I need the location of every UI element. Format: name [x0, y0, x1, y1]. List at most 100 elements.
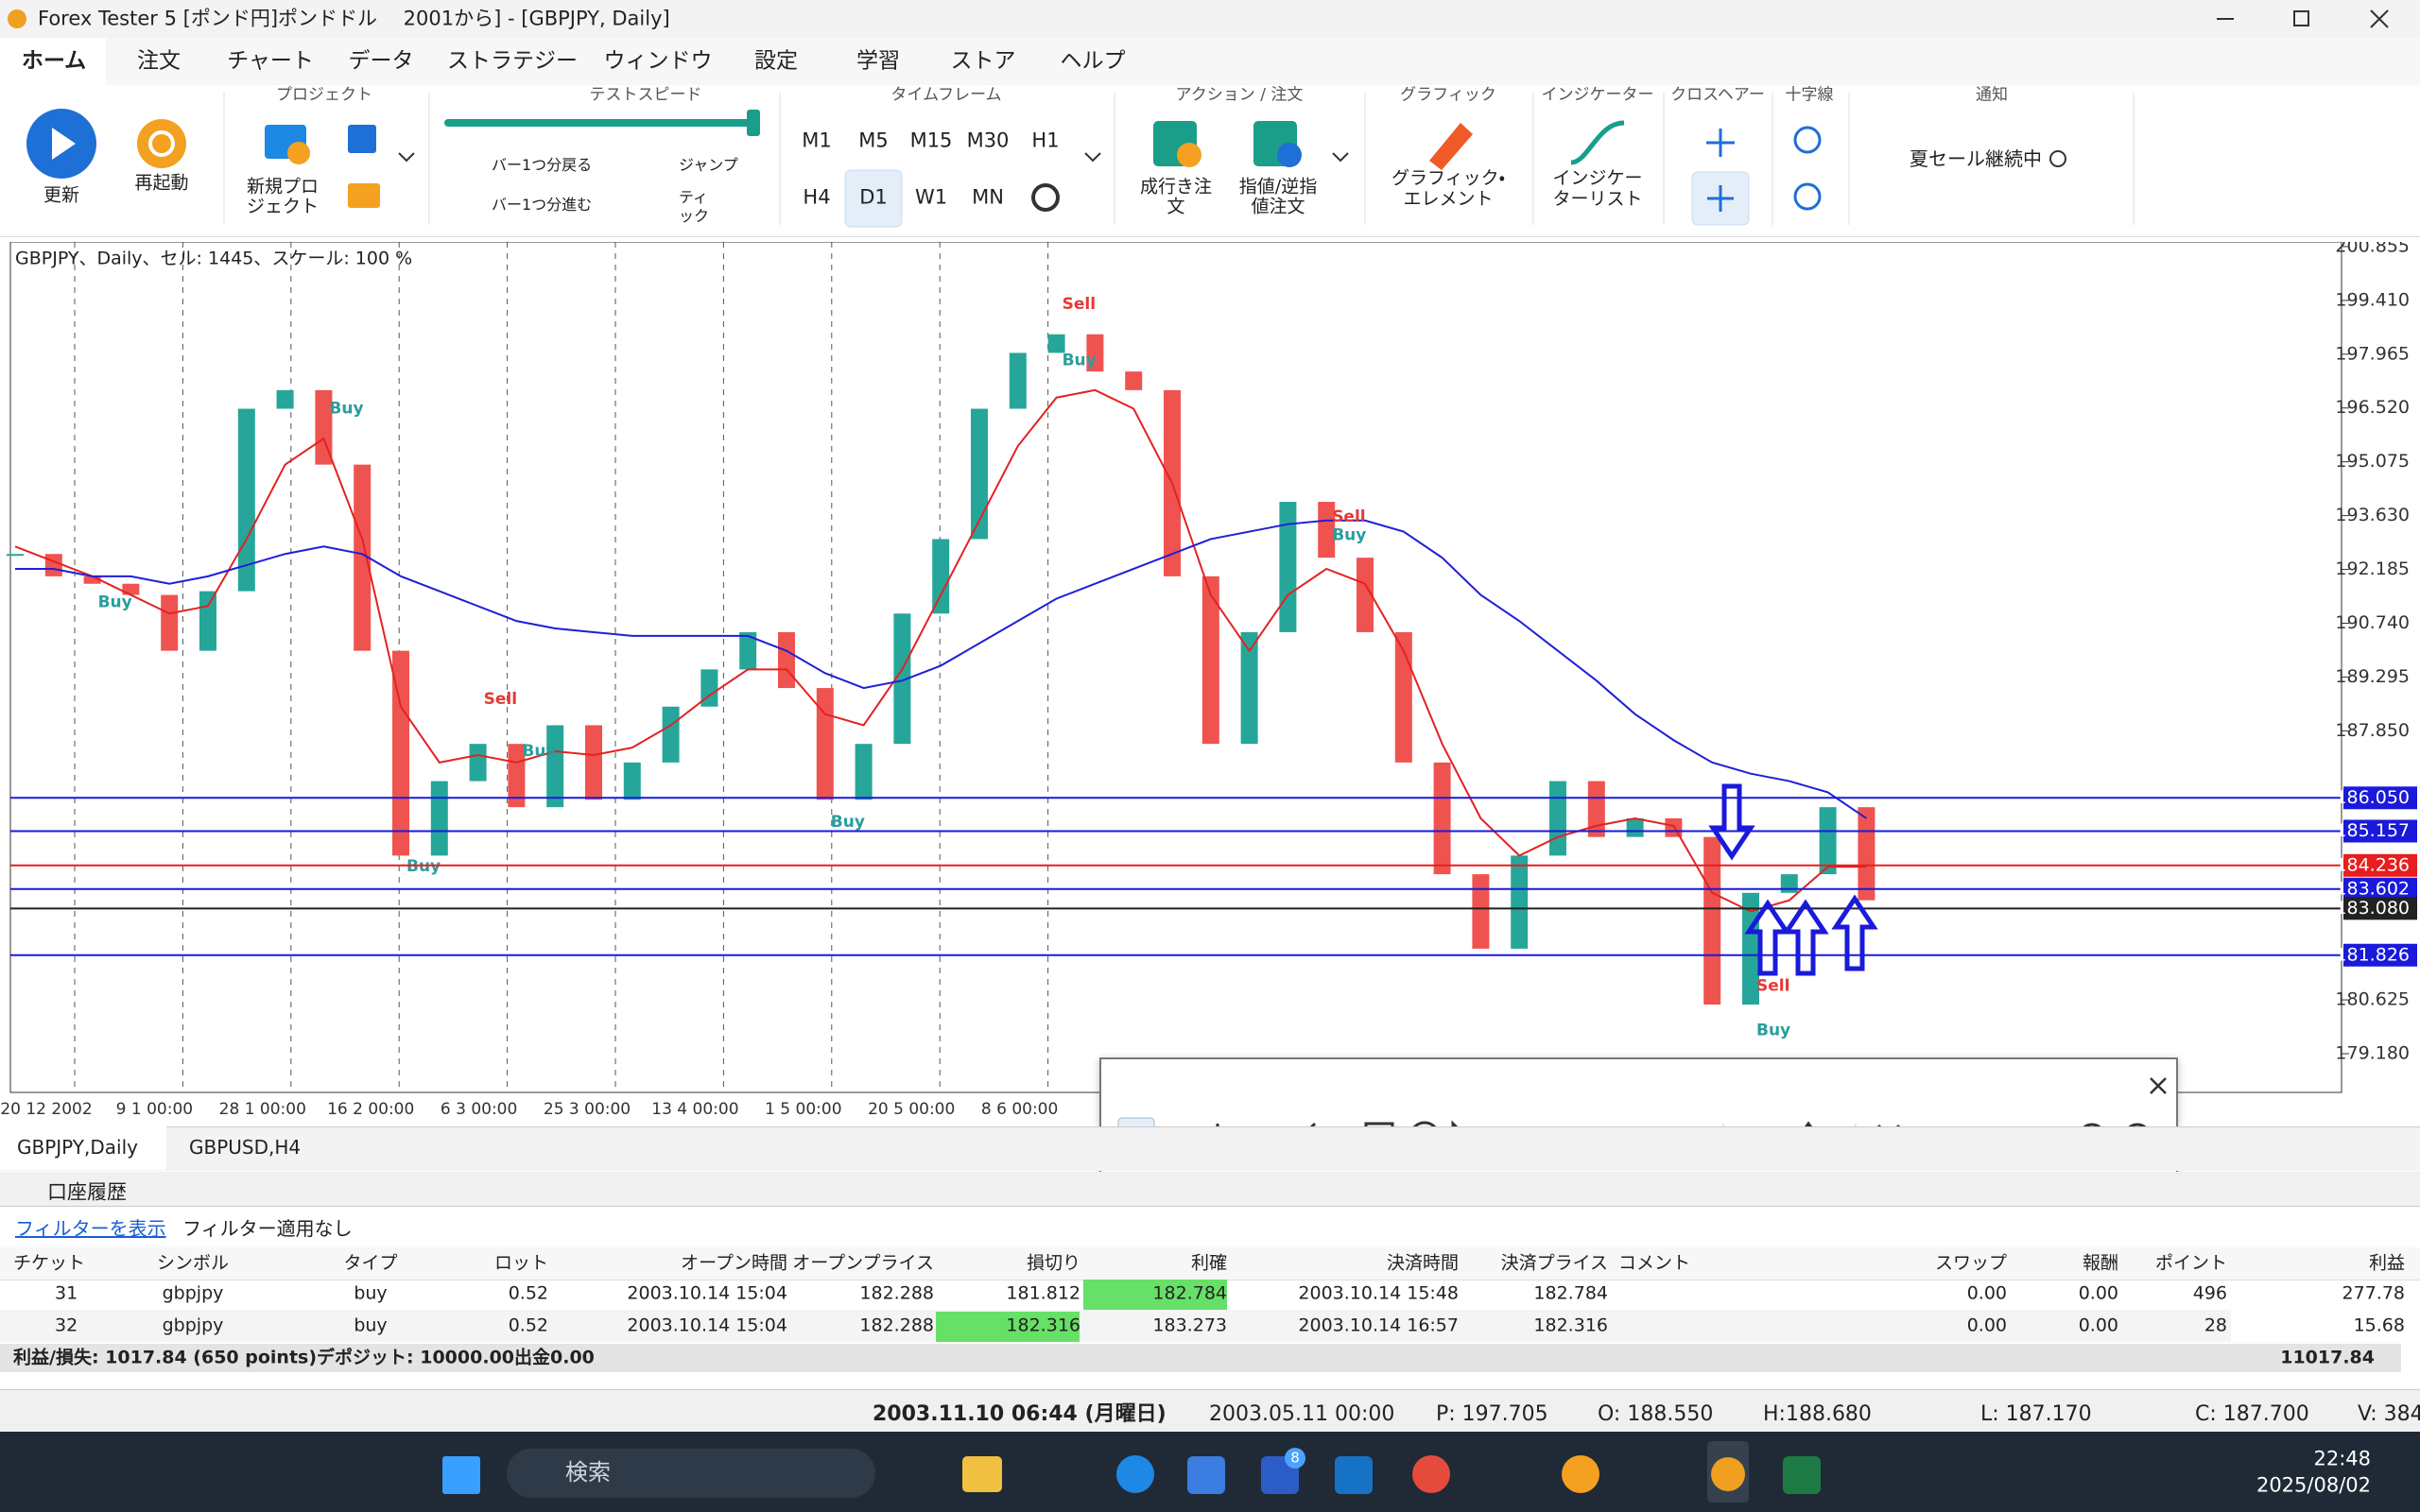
column-header[interactable]: 利益: [2368, 1252, 2405, 1274]
column-header[interactable]: シンボル: [156, 1252, 230, 1274]
market-order[interactable]: 文: [1167, 196, 1185, 217]
jump[interactable]: ジャンプ: [679, 156, 738, 174]
down-arrow: [1708, 783, 1755, 861]
dropdown[interactable]: [1084, 152, 1101, 163]
x-tick-label: 25 3 00:00: [544, 1100, 631, 1119]
column-header[interactable]: 決済プライス: [1500, 1252, 1608, 1274]
candle: [1047, 334, 1065, 353]
graphic-elements[interactable]: グラフィック・: [1391, 167, 1506, 189]
menu-item[interactable]: ウィンドウ: [603, 48, 713, 74]
app-icon[interactable]: [1335, 1456, 1373, 1494]
restart-button[interactable]: 再起動: [134, 172, 189, 194]
tick[interactable]: ティ: [679, 188, 709, 206]
window-controls[interactable]: [2193, 0, 2420, 38]
menu-item[interactable]: チャート: [227, 48, 314, 74]
timeframe-button[interactable]: M1: [802, 129, 832, 152]
restart-icon[interactable]: [137, 119, 186, 168]
app-icon[interactable]: [1562, 1455, 1599, 1493]
crosshair-icon[interactable]: [1706, 129, 1735, 157]
timeframe-button[interactable]: M30: [966, 129, 1010, 152]
update-button[interactable]: 更新: [43, 184, 80, 206]
start-button[interactable]: [442, 1456, 480, 1494]
menu-item[interactable]: ヘルプ: [1060, 48, 1126, 74]
search-box[interactable]: [507, 1449, 875, 1498]
restore-button[interactable]: [2293, 10, 2309, 26]
chart-tab[interactable]: GBPJPY,Daily: [17, 1136, 138, 1159]
candle: [1433, 762, 1451, 875]
y-tick-label: 192.185: [2335, 558, 2410, 579]
speed-thumb[interactable]: [747, 110, 760, 136]
toolbar-close[interactable]: [2150, 1077, 2167, 1094]
timeframe-button[interactable]: H1: [1031, 129, 1060, 152]
column-header[interactable]: タイプ: [343, 1252, 398, 1274]
column-header[interactable]: スワップ: [1934, 1252, 2007, 1274]
timeframe-button[interactable]: MN: [972, 185, 1004, 209]
timeframe-button[interactable]: H4: [803, 185, 831, 209]
timeframe-button[interactable]: D1: [859, 185, 888, 209]
step-back[interactable]: バー1つ分戻る: [492, 156, 593, 174]
column-header[interactable]: オープン時間: [681, 1252, 787, 1274]
column-header[interactable]: ロット: [493, 1252, 548, 1274]
active-tab[interactable]: [0, 1126, 166, 1170]
app-icon[interactable]: [1412, 1455, 1450, 1493]
x-tick-label: 1 5 00:00: [765, 1100, 841, 1119]
new-project[interactable]: ジェクト: [246, 196, 320, 217]
limit-order[interactable]: 指値/逆指: [1238, 176, 1318, 198]
table-cell: 0.52: [508, 1314, 548, 1336]
search-text: 検索: [565, 1459, 611, 1486]
app-icon[interactable]: [1116, 1455, 1154, 1493]
menu-item[interactable]: 学習: [856, 48, 900, 74]
menu-item[interactable]: ストア: [950, 48, 1016, 74]
active-timeframe[interactable]: [844, 169, 903, 228]
step-forward[interactable]: バー1つ分進む: [492, 196, 593, 214]
app-icon[interactable]: [962, 1456, 1002, 1492]
candle: [1357, 558, 1374, 632]
column-header[interactable]: 損切り: [1026, 1252, 1080, 1274]
limit-order[interactable]: 値注文: [1251, 196, 1305, 217]
candle: [700, 669, 718, 707]
menu-item[interactable]: ストラテジー: [447, 48, 578, 74]
dropdown[interactable]: [398, 152, 415, 163]
indicator-icon[interactable]: [1570, 120, 1625, 165]
column-header[interactable]: コメント: [1618, 1252, 1691, 1274]
menu-item[interactable]: 設定: [754, 48, 798, 74]
column-header[interactable]: ポイント: [2154, 1252, 2227, 1274]
column-header[interactable]: オープンプライス: [792, 1252, 934, 1274]
graphic-icon[interactable]: [1429, 123, 1473, 170]
column-header[interactable]: 利確: [1190, 1252, 1227, 1274]
save-icon[interactable]: [348, 125, 376, 153]
title-bar: [0, 0, 2420, 38]
graphic-elements[interactable]: エレメント: [1403, 188, 1494, 210]
indicator-list[interactable]: ターリスト: [1552, 188, 1643, 210]
notice[interactable]: 夏セール継続中: [1910, 147, 2042, 170]
menu-item[interactable]: データ: [348, 48, 414, 74]
candle: [83, 576, 101, 584]
column-header[interactable]: 決済時間: [1386, 1252, 1459, 1274]
chart-tab[interactable]: GBPUSD,H4: [189, 1136, 302, 1159]
market-order[interactable]: 成行き注: [1139, 176, 1213, 198]
new-project[interactable]: 新規プロ: [246, 176, 320, 198]
price-chart[interactable]: GBPJPY、Daily、セル: 1445、スケール: 100 % 20 12 2…: [0, 242, 2420, 1126]
zoom-in[interactable]: [1793, 126, 1822, 154]
settings-icon[interactable]: [1031, 183, 1060, 212]
table-cell: 2003.10.14 15:04: [627, 1314, 787, 1336]
column-header[interactable]: 報酬: [2082, 1252, 2118, 1274]
panel-header: [0, 1172, 2420, 1207]
timeframe-button[interactable]: M15: [909, 129, 953, 152]
column-header[interactable]: チケット: [13, 1252, 86, 1274]
timeframe-button[interactable]: W1: [914, 185, 948, 209]
app-icon[interactable]: [1783, 1456, 1821, 1494]
menu-item[interactable]: ホーム: [21, 48, 87, 74]
close-button[interactable]: [2370, 9, 2389, 28]
app-icon[interactable]: [1711, 1457, 1745, 1491]
menu-item[interactable]: 注文: [137, 48, 181, 74]
dropdown[interactable]: [1332, 152, 1349, 163]
timeframe-button[interactable]: M5: [858, 129, 889, 152]
app-icon[interactable]: [1187, 1456, 1225, 1494]
open-icon[interactable]: [348, 183, 380, 208]
indicator-list[interactable]: インジケー: [1552, 167, 1643, 189]
table-cell: 2003.10.14 15:04: [627, 1282, 787, 1304]
tick[interactable]: ック: [679, 207, 710, 225]
filter-link[interactable]: フィルターを表示: [15, 1217, 166, 1240]
zoom-out[interactable]: [1793, 182, 1822, 211]
